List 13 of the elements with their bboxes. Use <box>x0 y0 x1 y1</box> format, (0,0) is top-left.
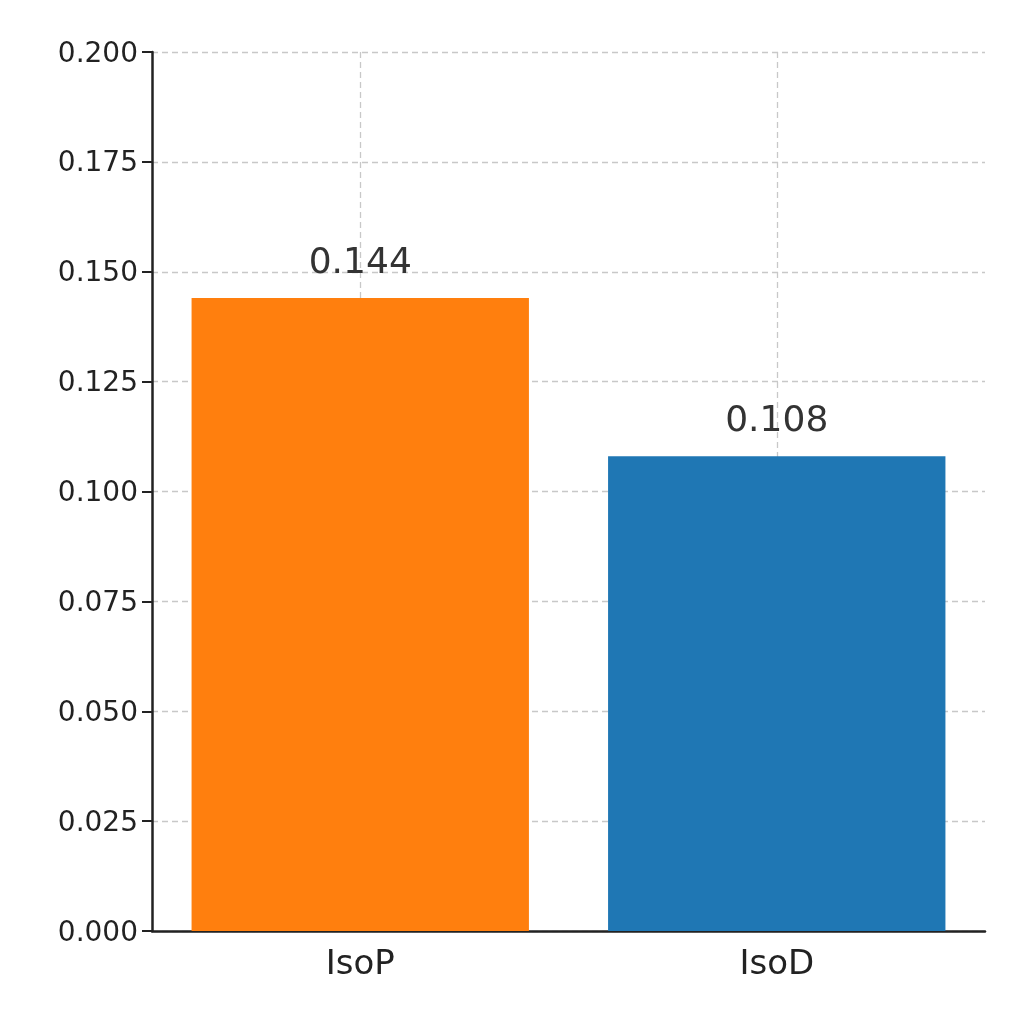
x-tick-label: IsoP <box>325 942 395 982</box>
y-tick-label: 0.075 <box>57 584 138 618</box>
y-tick-label: 0.125 <box>57 365 138 399</box>
y-tick-label: 0.000 <box>57 914 138 948</box>
y-tick-label: 0.175 <box>57 145 138 179</box>
data-label: 0.144 <box>308 239 412 281</box>
data-label: 0.108 <box>725 397 829 439</box>
y-tick-label: 0.200 <box>57 35 138 69</box>
y-tick-label: 0.100 <box>57 475 138 508</box>
y-tick-label: 0.025 <box>57 804 138 838</box>
y-tick-label: 0.050 <box>57 694 138 728</box>
x-tick-label: IsoD <box>739 942 815 982</box>
y-tick-label: 0.150 <box>57 255 138 289</box>
